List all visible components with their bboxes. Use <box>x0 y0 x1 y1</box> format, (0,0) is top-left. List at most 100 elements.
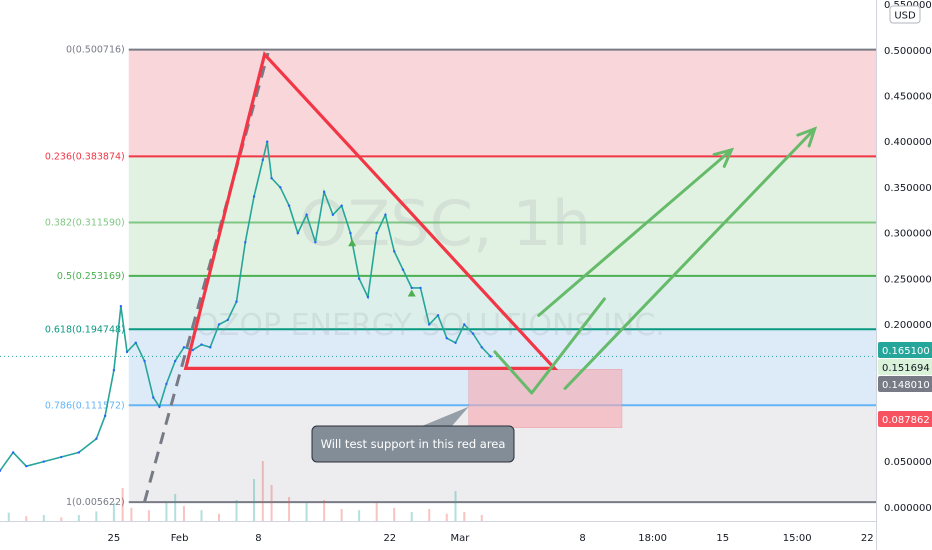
price-badge-label: 0.151694 <box>882 363 930 374</box>
price-point <box>158 405 161 408</box>
price-point <box>60 455 63 459</box>
descending-triangle[interactable] <box>183 51 559 370</box>
price-badge <box>878 376 932 392</box>
price-point <box>77 451 81 454</box>
fib-zone-0-0.236 <box>128 49 876 157</box>
volume-bar <box>7 512 10 521</box>
price-point <box>436 314 440 317</box>
volume-bar <box>323 500 326 521</box>
price-tick-label: 0.050000 <box>884 457 932 468</box>
currency-label: USD <box>894 11 916 22</box>
price-tick-label: 0.400000 <box>884 137 932 148</box>
callout-text: Will test support in this red area <box>321 437 506 451</box>
price-point <box>401 268 405 271</box>
price-point <box>112 368 116 372</box>
price-point <box>174 359 177 363</box>
price-tick-label: 0.250000 <box>884 274 932 285</box>
fib-zone-0.5-0.618 <box>128 275 876 330</box>
volume-bar <box>42 515 45 521</box>
price-point <box>95 437 98 440</box>
price-point <box>366 295 370 299</box>
volume-bar <box>480 515 483 521</box>
volume-bar <box>288 497 291 521</box>
price-tick-label: 0.350000 <box>884 183 932 194</box>
price-point <box>463 323 466 326</box>
volume-bar <box>95 511 98 521</box>
price-point <box>152 396 155 399</box>
volume-bar <box>200 510 203 521</box>
price-point <box>25 464 28 468</box>
volume-bar <box>393 507 396 521</box>
time-tick-label: 22 <box>383 533 396 544</box>
volume-bar <box>112 503 115 521</box>
volume-bar <box>77 515 80 521</box>
price-point <box>322 190 326 194</box>
price-point <box>331 213 335 216</box>
fib-zone-0.236-0.382 <box>128 156 876 223</box>
volume-bar <box>261 461 264 521</box>
price-point <box>489 355 492 358</box>
volume-bar <box>358 510 361 521</box>
signal-marker <box>407 289 416 297</box>
price-point <box>143 359 146 363</box>
price-point <box>270 177 273 180</box>
price-point <box>265 140 269 143</box>
fib-label-0.382: 0.382(0.311590) <box>45 217 125 228</box>
price-point <box>244 241 247 244</box>
currency-badge[interactable] <box>889 5 921 24</box>
volume-bar <box>305 503 308 521</box>
price-point <box>11 451 15 454</box>
price-badge-label: 0.148010 <box>882 380 930 391</box>
price-point <box>410 286 413 290</box>
price-point <box>279 186 282 189</box>
volume-bar <box>165 503 168 521</box>
volume-bar <box>445 513 448 521</box>
company-watermark: OZOP ENERGY SOLUTIONS INC. <box>195 308 665 343</box>
support-zone[interactable] <box>468 369 623 429</box>
time-axis-bg <box>0 521 876 550</box>
arrow-head-1 <box>712 147 735 168</box>
price-point <box>42 460 45 463</box>
volume-bar <box>182 506 185 521</box>
volume-bar <box>60 517 63 521</box>
price-tick-label: 0.450000 <box>884 91 932 102</box>
projection-arrow-2[interactable] <box>563 127 817 390</box>
price-badge <box>878 411 932 427</box>
time-tick-label: Mar <box>450 533 470 544</box>
projection-arrow-1[interactable] <box>537 148 733 317</box>
price-point <box>0 469 2 472</box>
price-point <box>209 346 212 349</box>
time-tick-label: 8 <box>255 533 261 544</box>
price-point <box>445 336 448 340</box>
price-point <box>384 213 387 216</box>
volume-bar <box>270 485 273 521</box>
price-point <box>235 300 238 303</box>
projection-path-0[interactable] <box>493 297 606 395</box>
price-badge <box>878 359 932 375</box>
price-point <box>103 414 107 418</box>
price-point <box>191 348 194 352</box>
price-badge-label: 0.165100 <box>882 346 930 357</box>
time-tick-label: 15:00 <box>783 533 812 544</box>
price-point <box>349 231 352 235</box>
fib-label-1: 1(0.005622) <box>66 497 125 508</box>
time-tick-label: 15 <box>716 533 729 544</box>
price-point <box>134 341 137 344</box>
fib-label-0: 0(0.500716) <box>66 45 125 56</box>
signal-marker <box>348 239 357 247</box>
arrow-head-2 <box>796 126 818 148</box>
price-point <box>217 323 221 326</box>
volume-bar <box>375 503 378 521</box>
price-axis-bg <box>876 0 932 550</box>
time-tick-label: 18:00 <box>638 533 667 544</box>
price-point <box>261 158 264 162</box>
callout-box[interactable] <box>311 425 515 463</box>
price-point <box>454 341 457 344</box>
time-tick-label: Feb <box>171 533 189 544</box>
volume-bar <box>25 516 28 521</box>
price-point <box>125 350 129 354</box>
price-point <box>305 213 308 216</box>
price-tick-label: 0.500000 <box>884 46 932 57</box>
